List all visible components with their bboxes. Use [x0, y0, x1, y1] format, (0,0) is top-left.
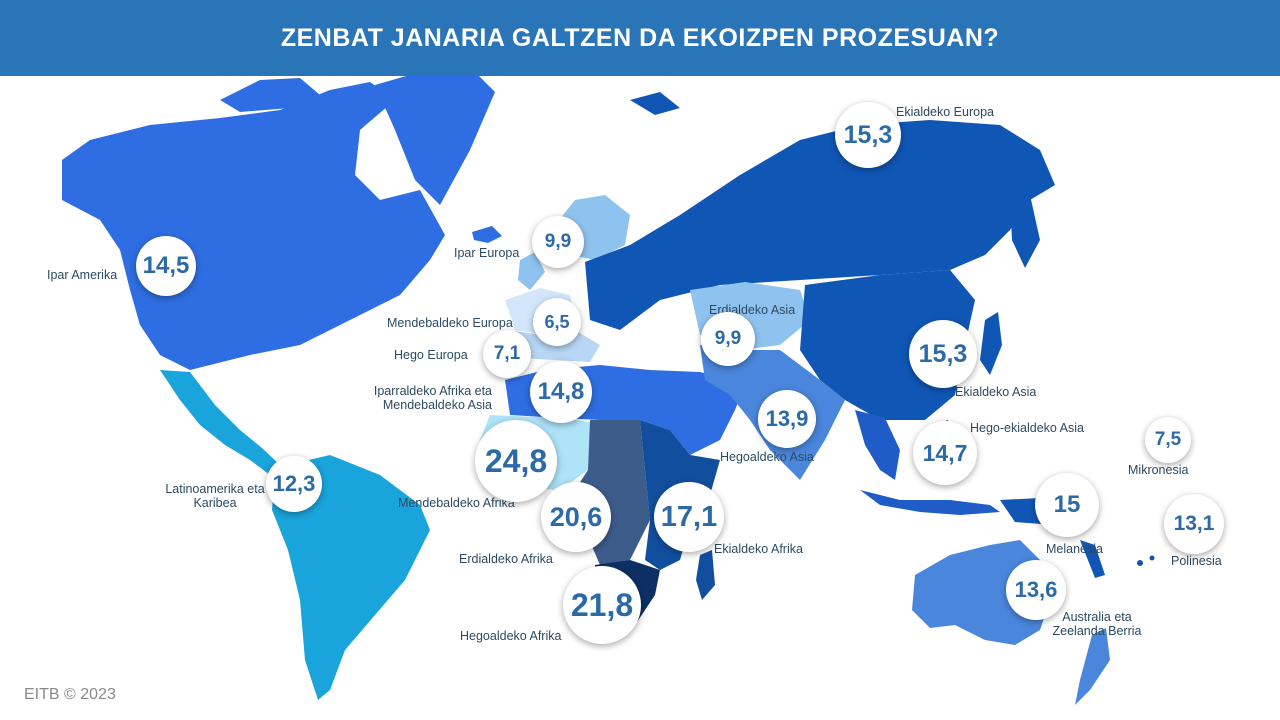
label-southern-africa: Hegoaldeko Afrika: [460, 629, 562, 643]
label-north-america: Ipar Amerika: [47, 268, 118, 282]
label-south-asia: Hegoaldeko Asia: [720, 450, 814, 464]
label-melanesia: Melanesia: [1046, 542, 1103, 556]
value-bubble-east-asia: 15,3: [909, 320, 977, 388]
arctic-islands: [220, 78, 320, 112]
value-bubble-south-asia: 13,9: [758, 390, 816, 448]
value-bubble-southern-europe: 7,1: [483, 330, 531, 378]
central-america-landmass: [160, 370, 280, 475]
value-bubble-northern-europe: 9,9: [532, 216, 584, 268]
label-east-africa: Ekialdeko Afrika: [714, 542, 803, 556]
label-southern-europe: Hego Europa: [394, 348, 468, 362]
melanesia-islands: [1080, 540, 1105, 578]
new-zealand: [1075, 628, 1110, 705]
greenland: [375, 72, 495, 205]
value-bubble-central-africa: 20,6: [541, 482, 611, 552]
label-polynesia: Polinesia: [1171, 554, 1222, 568]
value-bubble-latin-america: 12,3: [266, 456, 322, 512]
value-bubble-micronesia: 7,5: [1145, 417, 1191, 463]
value-bubble-western-europe: 6,5: [533, 298, 581, 346]
label-western-europe: Mendebaldeko Europa: [387, 316, 513, 330]
label-north-africa-west-asia: Iparraldeko Afrika eta Mendebaldeko Asia: [373, 384, 492, 412]
label-northern-europe: Ipar Europa: [454, 246, 520, 260]
label-eastern-europe: Ekialdeko Europa: [896, 105, 994, 119]
value-bubble-central-asia: 9,9: [701, 312, 755, 366]
value-bubble-melanesia: 15: [1035, 473, 1099, 537]
value-bubble-polynesia: 13,1: [1164, 494, 1224, 554]
south-east-asia-landmass: [855, 410, 900, 480]
madagascar: [696, 550, 715, 600]
value-bubble-australia-nz: 13,6: [1006, 560, 1066, 620]
south-america-landmass: [272, 455, 430, 700]
page-title: ZENBAT JANARIA GALTZEN DA EKOIZPEN PROZE…: [280, 23, 1000, 52]
label-east-asia: Ekialdeko Asia: [955, 385, 1037, 399]
eastern-europe-landmass: [585, 120, 1055, 330]
label-south-east-asia: Hego-ekialdeko Asia: [970, 421, 1084, 435]
japan: [980, 312, 1002, 375]
value-bubble-west-africa: 24,8: [475, 420, 557, 502]
value-bubble-south-east-asia: 14,7: [913, 421, 977, 485]
label-central-africa: Erdialdeko Afrika: [459, 552, 553, 566]
label-west-africa: Mendebaldeko Afrika: [398, 496, 515, 510]
value-bubble-north-america: 14,5: [136, 236, 196, 296]
value-bubble-east-africa: 17,1: [654, 482, 724, 552]
svalbard-islands: [630, 92, 680, 115]
polynesia-island: [1149, 555, 1155, 561]
label-australia-nz: Australia eta Zeelanda Berria: [1052, 610, 1142, 638]
label-latin-america: Latinoamerika eta Karibea: [165, 482, 265, 510]
footer-credit: EITB © 2023: [24, 686, 116, 703]
header-banner: ZENBAT JANARIA GALTZEN DA EKOIZPEN PROZE…: [0, 0, 1280, 76]
iceland: [472, 226, 502, 243]
north-america-landmass: [62, 82, 445, 370]
kamchatka: [1010, 195, 1040, 268]
value-bubble-north-africa-west-asia: 14,8: [530, 361, 592, 423]
uk-ireland: [518, 252, 545, 290]
polynesia-island: [1137, 560, 1143, 566]
value-bubble-eastern-europe: 15,3: [835, 102, 901, 168]
label-micronesia: Mikronesia: [1128, 463, 1189, 477]
value-bubble-southern-africa: 21,8: [563, 566, 641, 644]
indonesia-islands: [860, 490, 1000, 515]
